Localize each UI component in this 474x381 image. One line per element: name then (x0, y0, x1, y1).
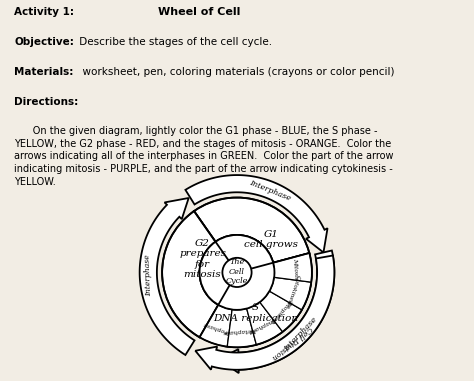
Text: G2
prepares
for
mitosis: G2 prepares for mitosis (179, 239, 226, 279)
Text: Metaphase: Metaphase (224, 327, 258, 334)
Text: worksheet, pen, coloring materials (crayons or color pencil): worksheet, pen, coloring materials (cray… (76, 67, 394, 77)
Text: Objective:: Objective: (14, 37, 74, 47)
Wedge shape (219, 263, 274, 310)
Text: Activity 1:: Activity 1: (14, 7, 74, 17)
Text: Mitosis: Mitosis (292, 258, 299, 280)
Wedge shape (224, 253, 312, 347)
Text: S
DNA replication: S DNA replication (213, 303, 298, 323)
Polygon shape (140, 198, 194, 355)
Wedge shape (162, 211, 219, 337)
Text: Cell Division: Cell Division (270, 324, 313, 360)
Text: Interphase: Interphase (283, 315, 319, 353)
Text: Cytokinesis: Cytokinesis (284, 274, 301, 309)
Text: Interphase: Interphase (144, 255, 153, 296)
Text: Directions:: Directions: (14, 97, 79, 107)
Wedge shape (273, 253, 312, 282)
Polygon shape (185, 175, 328, 253)
Wedge shape (227, 309, 256, 347)
Circle shape (222, 258, 252, 287)
Text: Anaphase: Anaphase (248, 316, 277, 334)
Text: Wheel of Cell: Wheel of Cell (158, 7, 240, 17)
Text: G1
cell grows: G1 cell grows (245, 230, 299, 249)
Text: Interphase: Interphase (248, 178, 292, 202)
Text: On the given diagram, lightly color the G1 phase - BLUE, the S phase -
YELLOW, t: On the given diagram, lightly color the … (14, 126, 394, 187)
Wedge shape (230, 263, 274, 310)
Wedge shape (216, 235, 273, 272)
Text: Materials:: Materials: (14, 67, 73, 77)
Text: Describe the stages of the cell cycle.: Describe the stages of the cell cycle. (76, 37, 272, 47)
Polygon shape (219, 251, 334, 373)
Text: Prophase: Prophase (204, 321, 233, 335)
Text: The
Cell
Cycle: The Cell Cycle (226, 258, 248, 285)
Wedge shape (200, 305, 232, 347)
Text: Telophase: Telophase (269, 298, 293, 324)
Wedge shape (269, 277, 311, 310)
Wedge shape (260, 291, 302, 332)
Polygon shape (195, 256, 334, 370)
Circle shape (200, 235, 274, 310)
Wedge shape (246, 302, 283, 345)
Wedge shape (200, 242, 237, 305)
Wedge shape (194, 197, 310, 263)
